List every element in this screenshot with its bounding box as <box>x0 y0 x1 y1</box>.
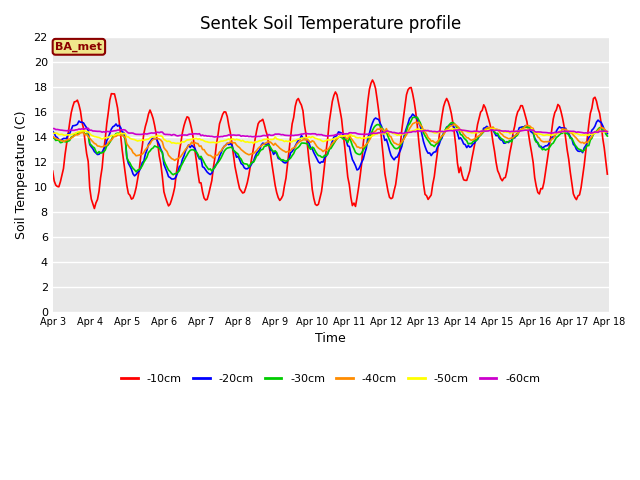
-50cm <box>293 137 301 143</box>
-50cm <box>49 131 56 136</box>
-60cm <box>294 132 302 138</box>
-50cm <box>234 137 242 143</box>
-50cm <box>175 141 183 146</box>
-20cm <box>216 154 223 159</box>
-10cm <box>49 168 56 174</box>
X-axis label: Time: Time <box>316 332 346 345</box>
-10cm <box>216 121 223 127</box>
Line: -10cm: -10cm <box>52 80 607 208</box>
Title: Sentek Soil Temperature profile: Sentek Soil Temperature profile <box>200 15 461 33</box>
-50cm <box>528 126 536 132</box>
-40cm <box>49 133 56 139</box>
-30cm <box>604 133 611 139</box>
Text: BA_met: BA_met <box>56 42 102 52</box>
-30cm <box>575 146 583 152</box>
-10cm <box>575 192 583 198</box>
-40cm <box>575 139 583 144</box>
-30cm <box>234 151 242 157</box>
-30cm <box>293 145 301 151</box>
-60cm <box>236 132 243 138</box>
-60cm <box>217 133 225 139</box>
-50cm <box>604 129 611 135</box>
-10cm <box>293 97 301 103</box>
-40cm <box>234 144 242 149</box>
-60cm <box>84 125 92 131</box>
Line: -40cm: -40cm <box>52 122 607 160</box>
-60cm <box>49 126 56 132</box>
-30cm <box>117 132 125 138</box>
-40cm <box>117 132 125 138</box>
-20cm <box>575 148 583 154</box>
-10cm <box>243 180 251 185</box>
-10cm <box>604 171 611 177</box>
-30cm <box>410 114 418 120</box>
-40cm <box>293 141 301 147</box>
-20cm <box>170 176 177 182</box>
-50cm <box>216 139 223 144</box>
-20cm <box>49 129 56 134</box>
-20cm <box>243 166 251 172</box>
-50cm <box>243 139 251 144</box>
-30cm <box>243 161 251 167</box>
Line: -50cm: -50cm <box>52 129 607 144</box>
-60cm <box>245 134 253 140</box>
-40cm <box>216 149 223 155</box>
-40cm <box>412 120 420 125</box>
Line: -60cm: -60cm <box>52 128 607 137</box>
-60cm <box>118 127 126 133</box>
-30cm <box>216 157 223 163</box>
-20cm <box>409 111 417 117</box>
-50cm <box>117 130 125 136</box>
Line: -30cm: -30cm <box>52 117 607 175</box>
-20cm <box>117 125 125 131</box>
-20cm <box>234 154 242 159</box>
-10cm <box>234 179 242 185</box>
Legend: -10cm, -20cm, -30cm, -40cm, -50cm, -60cm: -10cm, -20cm, -30cm, -40cm, -50cm, -60cm <box>116 370 545 388</box>
-50cm <box>575 132 583 137</box>
-40cm <box>171 157 179 163</box>
Line: -20cm: -20cm <box>52 114 607 179</box>
-60cm <box>575 129 583 135</box>
-20cm <box>604 131 611 136</box>
-40cm <box>604 129 611 135</box>
-40cm <box>243 151 251 157</box>
-10cm <box>90 205 98 211</box>
-30cm <box>49 135 56 141</box>
-60cm <box>604 129 611 134</box>
Y-axis label: Soil Temperature (C): Soil Temperature (C) <box>15 110 28 239</box>
-30cm <box>170 172 177 178</box>
-60cm <box>211 134 219 140</box>
-20cm <box>293 140 301 146</box>
-10cm <box>369 77 376 83</box>
-10cm <box>118 147 126 153</box>
